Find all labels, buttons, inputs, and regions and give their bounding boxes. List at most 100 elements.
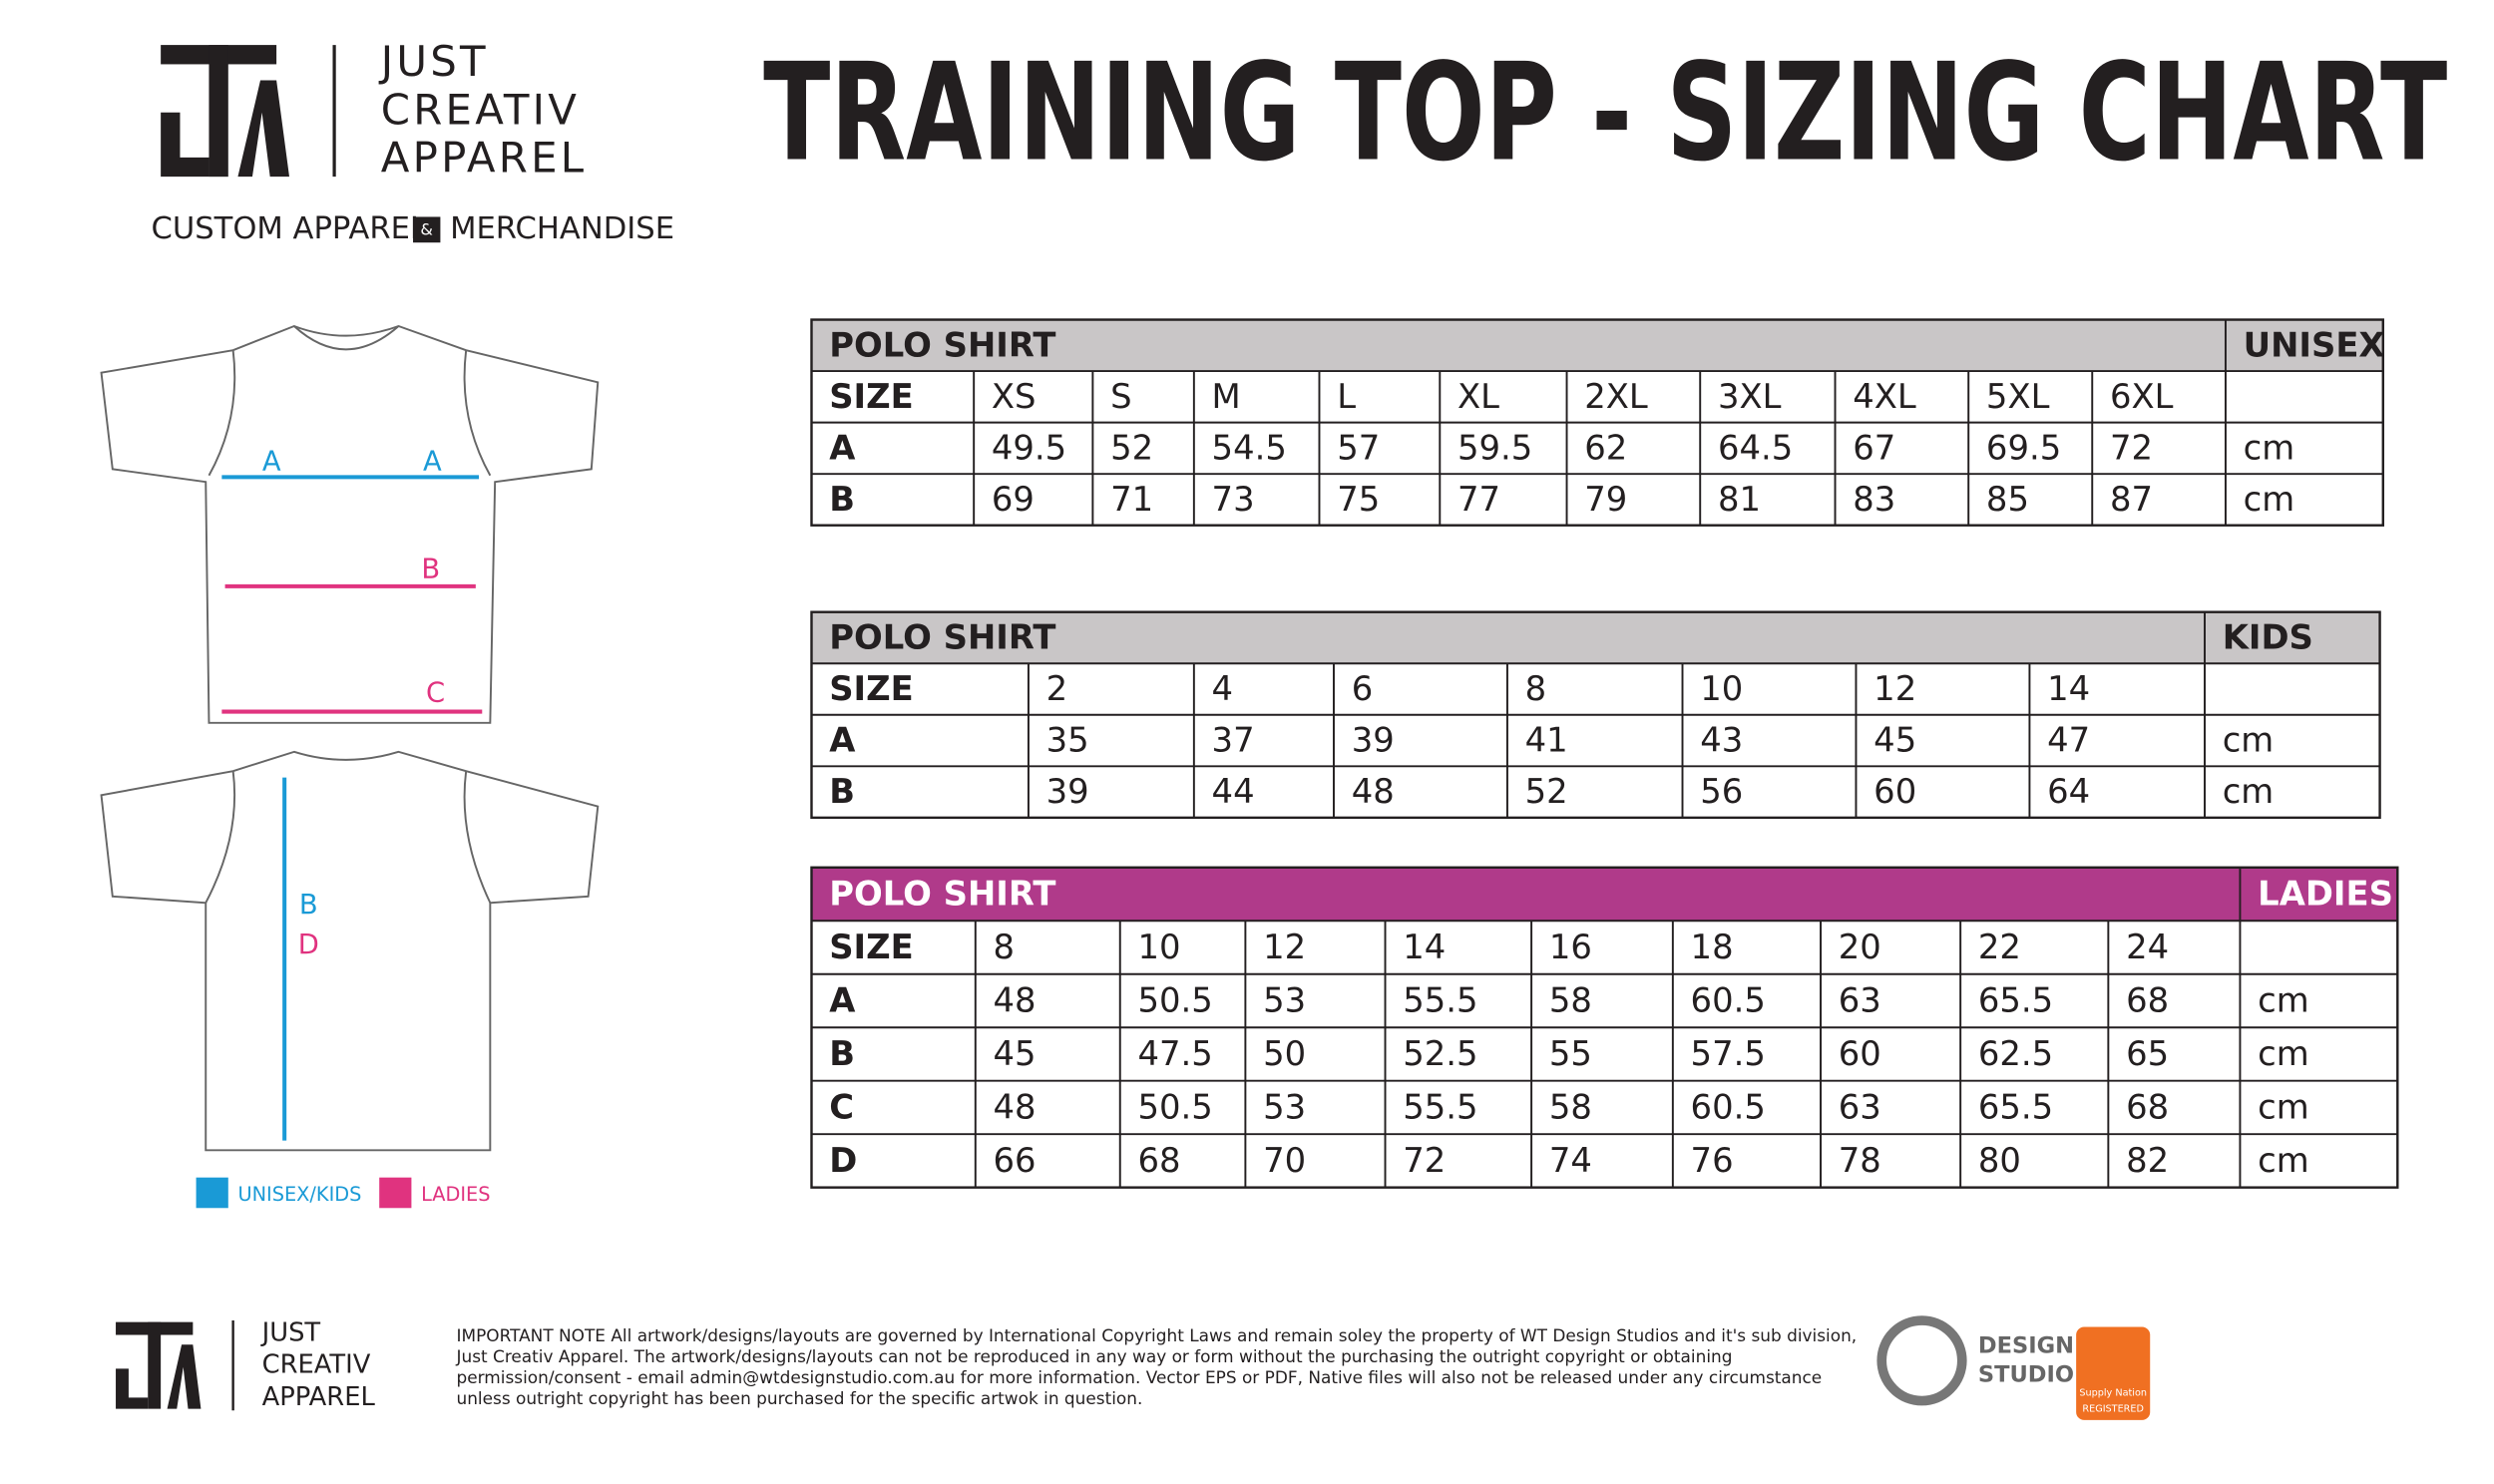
cell: cm (2258, 1141, 2309, 1180)
brand-line: CREATIV (262, 1350, 371, 1380)
shirt-front (100, 324, 600, 724)
cell: 52 (1110, 429, 1153, 468)
cell: 48 (994, 1088, 1037, 1127)
cell: cm (2223, 721, 2275, 760)
size-header: S (1110, 377, 1131, 416)
studio-text: STUDIO (1978, 1361, 2074, 1387)
legend-label: UNISEX/KIDS (237, 1183, 361, 1206)
cell: cm (2223, 772, 2275, 811)
size-header: 24 (2126, 928, 2169, 966)
cell: 70 (1263, 1141, 1306, 1180)
shirt-back (100, 750, 600, 1152)
size-header: XS (992, 377, 1037, 416)
amp-box (413, 216, 441, 243)
measure-label: B (299, 890, 318, 921)
cell: 55.5 (1403, 1088, 1477, 1127)
cell: 69.5 (1986, 429, 2061, 468)
size-header: 8 (994, 928, 1016, 966)
cell: 62.5 (1978, 1034, 2053, 1073)
cell: 57.5 (1691, 1034, 1766, 1073)
row-label: C (829, 1088, 854, 1127)
cell: 48 (994, 981, 1037, 1020)
size-header: SIZE (829, 669, 914, 708)
note-line: IMPORTANT NOTE All artwork/designs/layou… (457, 1325, 1858, 1345)
cell: 44 (1212, 772, 1255, 811)
size-header: L (1337, 377, 1356, 416)
cell: 81 (1718, 480, 1761, 519)
cell: 64.5 (1718, 429, 1793, 468)
size-header: SIZE (829, 928, 914, 966)
cell: 58 (1549, 1088, 1592, 1127)
tagline: MERCHANDISE (450, 211, 674, 246)
cell: 39 (1352, 721, 1395, 760)
cell: 65 (2126, 1034, 2169, 1073)
size-header: 3XL (1718, 377, 1782, 416)
cell: 79 (1584, 480, 1627, 519)
page-title: TRAINING TOP - SIZING CHART (763, 34, 2447, 191)
cell: cm (2244, 429, 2295, 468)
size-header: 10 (1137, 928, 1180, 966)
brand-line: CREATIV (381, 85, 580, 134)
cell: 53 (1263, 1088, 1306, 1127)
cell: cm (2258, 1088, 2309, 1127)
footer-brand: JUST CREATIV APPAREL (260, 1317, 376, 1411)
cell: 48 (1352, 772, 1395, 811)
cell: 55.5 (1403, 981, 1477, 1020)
table-title: POLO SHIRT (829, 875, 1055, 914)
size-header: SIZE (829, 377, 914, 416)
row-label: B (829, 1034, 855, 1073)
cell: 63 (1839, 981, 1881, 1020)
badge-text: REGISTERED (2082, 1404, 2144, 1415)
cell: 60 (1839, 1034, 1881, 1073)
cell: 41 (1525, 721, 1568, 760)
size-header: 2XL (1584, 377, 1648, 416)
cell: 54.5 (1212, 429, 1287, 468)
cell: 60.5 (1691, 1088, 1766, 1127)
brand-line: APPAREL (262, 1382, 376, 1412)
table-title: POLO SHIRT (829, 325, 1055, 364)
cell: 47 (2047, 721, 2090, 760)
size-header: 10 (1700, 669, 1743, 708)
cell: 65.5 (1978, 981, 2053, 1020)
cell: 47.5 (1137, 1034, 1212, 1073)
row-label: B (829, 772, 855, 811)
cell: 63 (1839, 1088, 1881, 1127)
studio-text: DESIGN (1978, 1332, 2074, 1358)
cell: 57 (1337, 429, 1380, 468)
cell: 68 (2126, 981, 2169, 1020)
cell: 85 (1986, 480, 2029, 519)
studio-logo (1876, 1315, 1967, 1406)
size-header: 20 (1839, 928, 1881, 966)
badge-text: Supply Nation (2079, 1388, 2147, 1399)
cell: 80 (1978, 1141, 2021, 1180)
measure-label: A (262, 446, 281, 477)
cell: 71 (1110, 480, 1153, 519)
cell: 45 (994, 1034, 1037, 1073)
size-table: POLO SHIRT UNISEX SIZE XS S M L XL 2XL 3XL 4XL 5XL 6… (810, 318, 2385, 527)
brand-line: JUST (260, 1317, 321, 1347)
note-line: Just Creativ Apparel. The artwork/design… (456, 1346, 1733, 1366)
brand: JUST CREATIV APPAREL (378, 37, 584, 183)
cell: 56 (1700, 772, 1743, 811)
size-header: 5XL (1986, 377, 2050, 416)
cell: 68 (1137, 1141, 1180, 1180)
table-group: KIDS (2223, 618, 2313, 657)
cell: 58 (1549, 981, 1592, 1020)
brand-line: JUST (378, 37, 489, 86)
cell: 39 (1046, 772, 1089, 811)
size-header: 4XL (1853, 377, 1916, 416)
cell: 74 (1549, 1141, 1592, 1180)
measure-label: A (423, 446, 442, 477)
legend-label: LADIES (421, 1183, 490, 1206)
size-header: M (1212, 377, 1241, 416)
cell: 82 (2126, 1141, 2169, 1180)
row-label: A (829, 429, 855, 468)
table-header-bg (811, 611, 2380, 664)
measure-label: B (421, 554, 440, 584)
cell: 50.5 (1137, 981, 1212, 1020)
tables: POLO SHIRT UNISEX SIZE XS S M L XL 2XL 3XL 4XL 5XL 6… (810, 318, 2399, 1189)
cell: 52 (1525, 772, 1568, 811)
cell: 45 (1873, 721, 1916, 760)
